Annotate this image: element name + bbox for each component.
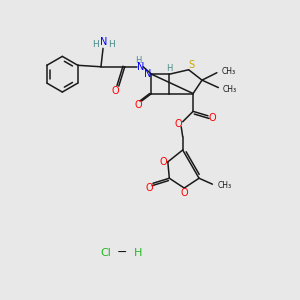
Text: H: H (136, 56, 142, 65)
Text: N: N (100, 37, 108, 46)
Text: H: H (109, 40, 115, 49)
Text: O: O (180, 188, 188, 198)
Text: Cl: Cl (100, 248, 111, 257)
Text: CH₃: CH₃ (221, 67, 236, 76)
Text: O: O (111, 86, 119, 96)
Text: O: O (134, 100, 142, 110)
Text: CH₃: CH₃ (223, 85, 237, 94)
Text: O: O (208, 113, 216, 123)
Text: O: O (145, 183, 153, 193)
Text: N: N (144, 69, 152, 79)
Text: −: − (112, 246, 131, 259)
Text: O: O (174, 119, 182, 129)
Text: H: H (92, 40, 98, 49)
Text: H: H (134, 248, 142, 257)
Text: S: S (188, 60, 195, 70)
Text: H: H (166, 64, 172, 73)
Text: O: O (160, 157, 167, 167)
Text: N: N (137, 62, 145, 72)
Text: CH₃: CH₃ (218, 181, 232, 190)
